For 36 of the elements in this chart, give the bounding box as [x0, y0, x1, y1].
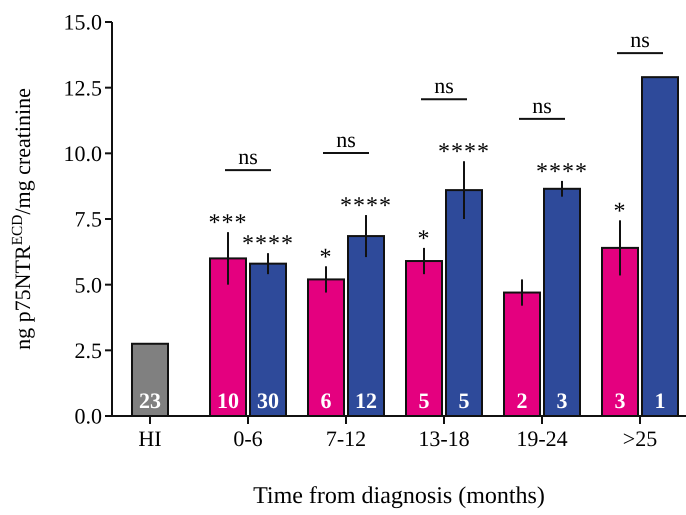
annotation: 5	[418, 388, 430, 413]
annotation: 23	[139, 388, 161, 413]
x-tick-label: >25	[622, 426, 658, 451]
y-tick-label: 5.0	[74, 272, 102, 298]
annotation: 6	[320, 388, 332, 413]
annotation: ****	[536, 158, 588, 185]
y-tick-label: 12.5	[64, 75, 102, 100]
x-tick-label: 19-24	[516, 426, 568, 451]
annotation: ns	[630, 27, 650, 52]
x-tick-label: 7-12	[326, 426, 366, 451]
x-tick-label: 0-6	[233, 426, 263, 451]
x-tick-label: HI	[138, 426, 162, 451]
annotation: 12	[355, 388, 377, 413]
annotation: ns	[238, 144, 258, 170]
annotation: ****	[438, 139, 490, 166]
y-tick-label: 10.0	[64, 141, 102, 166]
annotation: ns	[532, 92, 552, 118]
y-tick-label: 0.0	[74, 404, 102, 429]
x-axis-title: Time from diagnosis (months)	[253, 483, 545, 509]
annotation: ns	[434, 73, 454, 98]
annotation: 30	[257, 388, 279, 413]
annotation: 2	[516, 388, 528, 413]
annotation: *	[320, 244, 332, 270]
annotation: 3	[556, 388, 568, 413]
x-tick-label: 13-18	[418, 426, 470, 451]
annotation: 3	[614, 388, 626, 413]
y-tick-label: 2.5	[74, 338, 102, 364]
y-tick-label: 15.0	[64, 10, 102, 35]
annotation: ****	[340, 193, 392, 220]
annotation: ns	[336, 127, 356, 152]
annotation: *	[418, 226, 430, 252]
annotation: 10	[217, 388, 239, 413]
annotation: 5	[458, 388, 470, 413]
annotation: 1	[654, 388, 666, 413]
annotation: *	[614, 198, 626, 224]
y-tick-label: 7.5	[74, 206, 102, 232]
